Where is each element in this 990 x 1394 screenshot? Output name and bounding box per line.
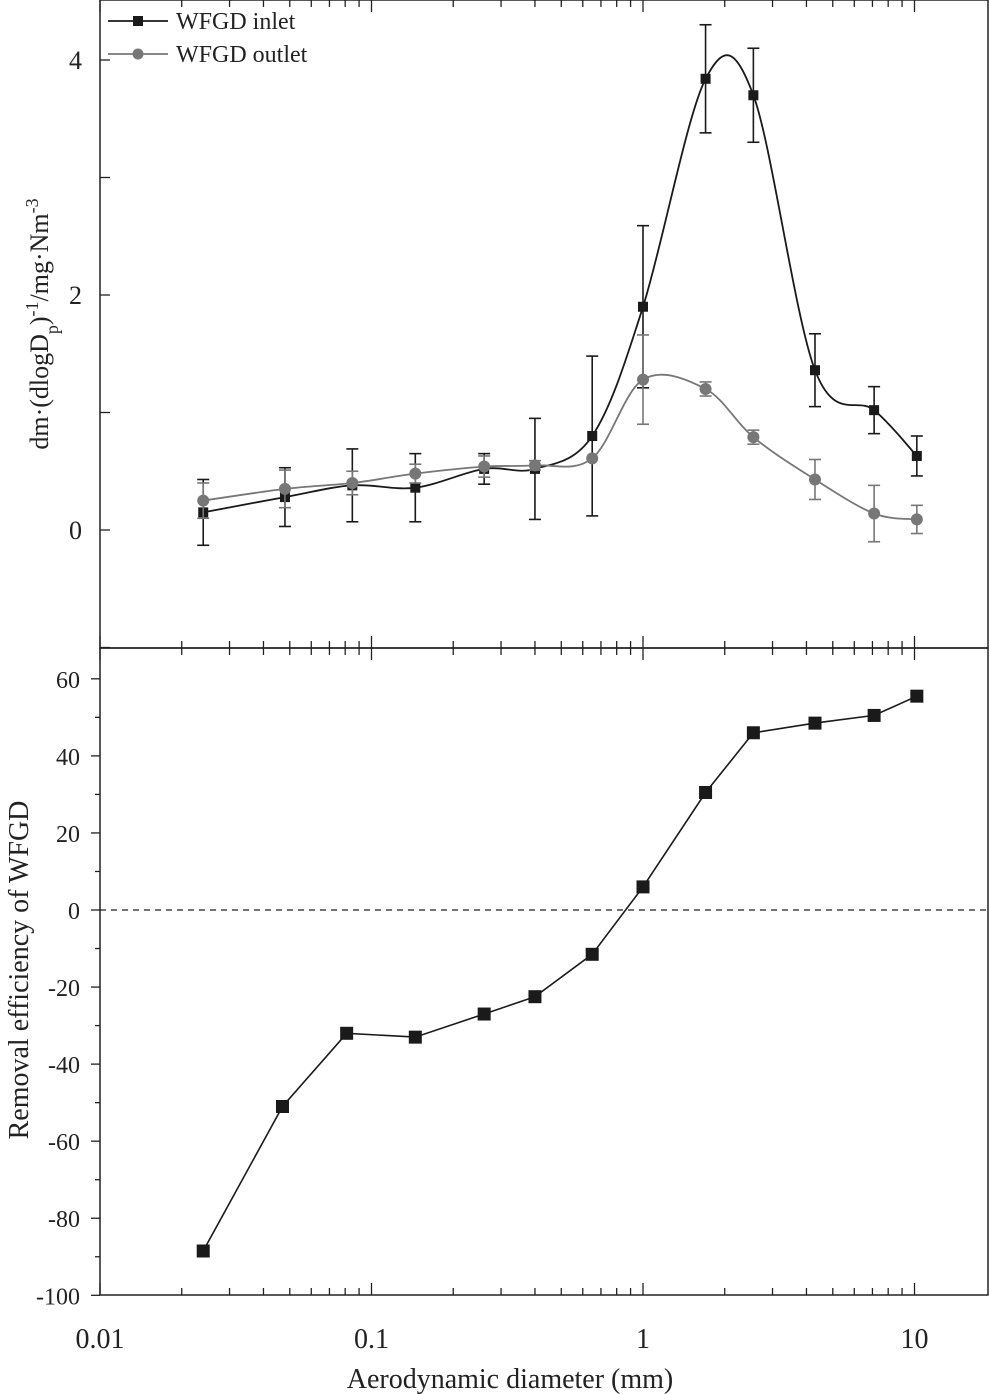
bottom-y-axis-label: Removal efficiency of WFGD xyxy=(4,801,35,1140)
legend-entry-outlet: WFGD outlet xyxy=(108,42,308,68)
series-removal-efficiency xyxy=(196,689,924,1258)
top-y-ticks: 0 2 4 xyxy=(69,46,110,649)
y-tick-label: -40 xyxy=(48,1053,80,1079)
data-point xyxy=(867,708,881,722)
data-point xyxy=(346,477,359,489)
legend-inlet-marker xyxy=(133,16,143,26)
top-ylabel-mid: ) xyxy=(25,316,54,325)
series-outlet xyxy=(197,334,923,543)
data-point xyxy=(746,726,760,740)
data-point xyxy=(636,880,650,894)
bottom-panel: 0.01 0.1 1 10 60 40 20 0 -20 -40 -60 -80 -100 Remov… xyxy=(4,647,989,1394)
data-point xyxy=(528,990,542,1004)
top-ylabel-main: dm·(dlogD xyxy=(25,334,54,450)
bottom-series-layer xyxy=(196,689,924,1258)
bottom-x-ticks: 0.01 0.1 1 10 xyxy=(76,648,929,1355)
y-tick-label: 2 xyxy=(69,281,82,310)
data-point xyxy=(808,716,822,730)
data-point xyxy=(586,452,599,465)
x-axis-label: Aerodynamic diameter (mm) xyxy=(347,1364,674,1394)
y-tick-label: 40 xyxy=(56,745,80,771)
data-point xyxy=(700,73,711,84)
data-point xyxy=(340,1026,354,1040)
data-point xyxy=(747,431,760,444)
x-tick-label: 0.01 xyxy=(76,1324,125,1355)
data-point xyxy=(638,301,648,312)
y-tick-label: -100 xyxy=(36,1284,80,1310)
data-point xyxy=(478,460,491,473)
y-tick-label: 0 xyxy=(68,899,80,925)
data-point xyxy=(868,507,881,520)
bottom-plot-frame xyxy=(99,647,989,1296)
top-plot-frame xyxy=(99,0,989,649)
top-ylabel-superscript-1: -1 xyxy=(22,301,42,316)
data-point xyxy=(408,1030,422,1044)
data-point xyxy=(278,482,291,495)
data-point xyxy=(587,431,598,441)
x-tick-label: 1 xyxy=(636,1324,650,1355)
data-point xyxy=(637,373,649,386)
data-point xyxy=(911,450,922,461)
top-ylabel-superscript-2: -3 xyxy=(22,198,42,213)
x-tick-label: 0.1 xyxy=(354,1324,389,1355)
top-ylabel-subscript: p xyxy=(42,325,62,334)
y-tick-label: -60 xyxy=(48,1130,80,1156)
data-point xyxy=(585,947,599,961)
data-point xyxy=(275,1100,289,1114)
data-point xyxy=(809,365,820,376)
data-point xyxy=(196,1244,210,1258)
y-tick-label: 20 xyxy=(56,822,80,848)
top-panel: 0 2 4 dm·(dlogDp)-1/mg·Nm-3 WFGD inlet WFG… xyxy=(22,0,989,649)
data-point xyxy=(409,467,422,480)
legend-entry-inlet: WFGD inlet xyxy=(108,9,296,35)
data-point xyxy=(699,383,712,395)
data-point xyxy=(528,459,541,472)
series-line xyxy=(203,373,917,521)
top-y-axis-label: dm·(dlogDp)-1/mg·Nm-3 xyxy=(22,198,62,449)
legend-inlet-label: WFGD inlet xyxy=(176,9,296,35)
y-tick-label: 4 xyxy=(69,46,82,75)
y-tick-label: 0 xyxy=(69,516,82,545)
series-line xyxy=(203,54,918,514)
legend: WFGD inlet WFGD outlet xyxy=(108,9,308,68)
data-point xyxy=(869,405,880,416)
data-point xyxy=(748,90,759,101)
data-point xyxy=(699,785,713,799)
data-point xyxy=(410,482,421,493)
series-line xyxy=(202,695,918,1252)
top-series-layer xyxy=(197,23,923,547)
legend-outlet-marker xyxy=(132,48,144,60)
x-tick-label: 10 xyxy=(901,1324,929,1355)
y-tick-label: 60 xyxy=(56,668,80,694)
y-tick-label: -80 xyxy=(48,1207,80,1233)
y-tick-label: -20 xyxy=(48,976,80,1002)
bottom-y-ticks: 60 40 20 0 -20 -40 -60 -80 -100 xyxy=(36,668,100,1310)
top-ylabel-tail: /mg·Nm xyxy=(25,213,54,301)
data-point xyxy=(477,1007,491,1021)
legend-outlet-label: WFGD outlet xyxy=(176,42,308,68)
data-point xyxy=(910,513,923,526)
data-point xyxy=(197,494,210,507)
data-point xyxy=(808,473,821,486)
top-x-ticks xyxy=(99,0,916,648)
data-point xyxy=(910,689,924,703)
